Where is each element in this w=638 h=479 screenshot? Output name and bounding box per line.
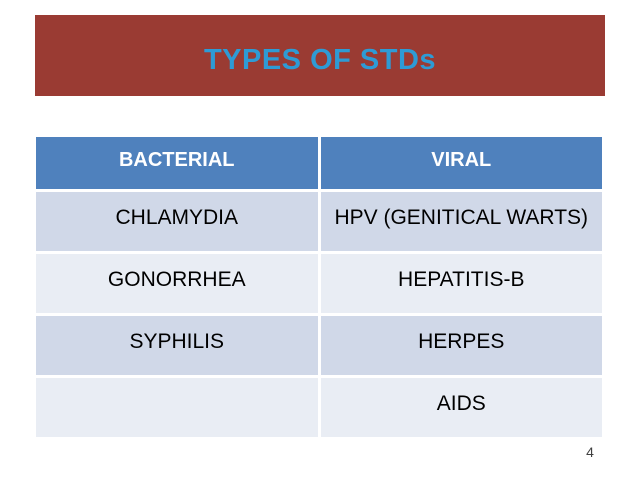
page-number: 4 — [586, 444, 594, 460]
table-cell-viral-1: HPV (GENITICAL WARTS) — [317, 189, 605, 254]
table-cell-viral-3: HERPES — [317, 313, 605, 378]
slide-title-bar: TYPES OF STDs — [35, 15, 605, 96]
table-header-row: BACTERIAL VIRAL — [33, 134, 605, 192]
table-row: GONORRHEA HEPATITIS-B — [33, 251, 605, 316]
table-cell-viral-4: AIDS — [317, 375, 605, 440]
stds-table-head: BACTERIAL VIRAL — [33, 134, 605, 192]
table-cell-bacterial-2: GONORRHEA — [33, 251, 321, 316]
slide-title: TYPES OF STDs — [203, 44, 437, 76]
table-cell-bacterial-4 — [33, 375, 321, 440]
table-cell-bacterial-3: SYPHILIS — [33, 313, 321, 378]
table-header-viral: VIRAL — [317, 134, 605, 192]
table-header-bacterial: BACTERIAL — [33, 134, 321, 192]
table-cell-bacterial-1: CHLAMYDIA — [33, 189, 321, 254]
stds-table-body: CHLAMYDIA HPV (GENITICAL WARTS) GONORRHE… — [33, 189, 605, 440]
table-row: AIDS — [33, 375, 605, 440]
table-cell-viral-2: HEPATITIS-B — [317, 251, 605, 316]
table-row: CHLAMYDIA HPV (GENITICAL WARTS) — [33, 189, 605, 254]
table-row: SYPHILIS HERPES — [33, 313, 605, 378]
stds-table: BACTERIAL VIRAL CHLAMYDIA HPV (GENITICAL… — [33, 134, 605, 440]
